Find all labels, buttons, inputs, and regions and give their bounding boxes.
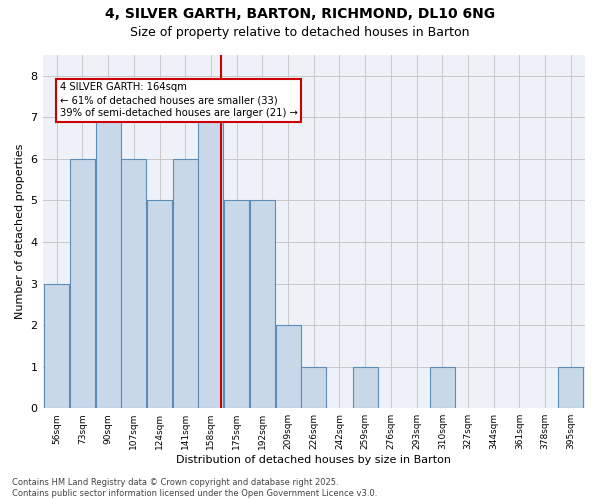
Bar <box>173 159 198 408</box>
Bar <box>121 159 146 408</box>
Bar <box>224 200 249 408</box>
Bar <box>250 200 275 408</box>
Bar <box>95 118 121 408</box>
Bar <box>147 200 172 408</box>
Text: 4 SILVER GARTH: 164sqm
← 61% of detached houses are smaller (33)
39% of semi-det: 4 SILVER GARTH: 164sqm ← 61% of detached… <box>60 82 298 118</box>
Bar <box>353 366 377 408</box>
Text: 4, SILVER GARTH, BARTON, RICHMOND, DL10 6NG: 4, SILVER GARTH, BARTON, RICHMOND, DL10 … <box>105 8 495 22</box>
Y-axis label: Number of detached properties: Number of detached properties <box>15 144 25 320</box>
Bar <box>301 366 326 408</box>
Bar <box>559 366 583 408</box>
Text: Contains HM Land Registry data © Crown copyright and database right 2025.
Contai: Contains HM Land Registry data © Crown c… <box>12 478 377 498</box>
X-axis label: Distribution of detached houses by size in Barton: Distribution of detached houses by size … <box>176 455 451 465</box>
Text: Size of property relative to detached houses in Barton: Size of property relative to detached ho… <box>130 26 470 39</box>
Bar <box>199 118 223 408</box>
Bar <box>275 325 301 408</box>
Bar <box>44 284 69 408</box>
Bar <box>430 366 455 408</box>
Bar <box>70 159 95 408</box>
